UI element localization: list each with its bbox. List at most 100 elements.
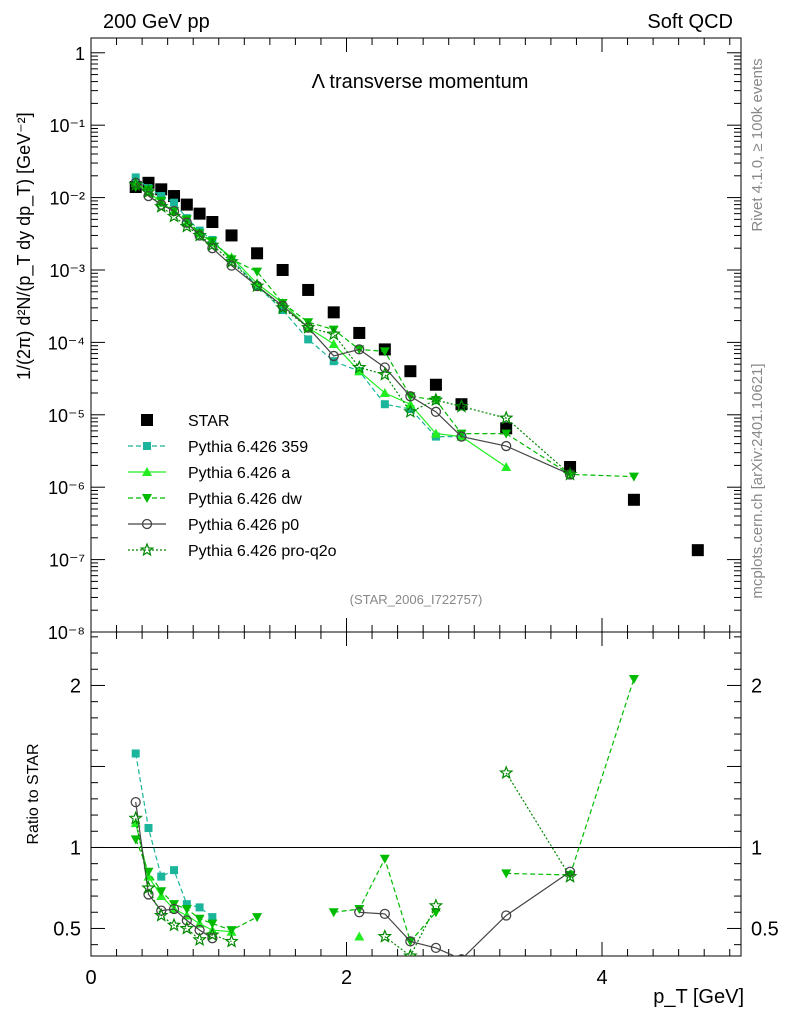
series-5-point — [224, 254, 239, 268]
y-tick-label: 10⁻⁴ — [48, 333, 85, 353]
series-4-point — [501, 440, 512, 452]
series-0-point — [193, 207, 206, 220]
ratio-series-3-point — [354, 905, 365, 915]
ratio-series-4-point — [501, 910, 512, 921]
series-3-point — [456, 429, 467, 439]
ratio-tick-label-right: 0.5 — [751, 918, 779, 940]
series-5-point — [128, 177, 143, 192]
series-5-point — [154, 198, 169, 213]
y-tick-label: 10⁻⁵ — [48, 406, 85, 426]
ratio-series-4-point — [457, 954, 466, 956]
series-0-point — [353, 326, 366, 339]
series-0-point — [251, 247, 264, 260]
ratio-series-4-point — [181, 915, 192, 926]
series-3-line — [135, 186, 634, 478]
series-5-line — [135, 184, 571, 475]
series-4-point — [168, 205, 180, 217]
series-5-point — [300, 319, 316, 334]
ratio-series-4-point — [405, 936, 416, 947]
series-2-point — [405, 399, 416, 409]
ratio-series-3-point — [194, 914, 205, 924]
ratio-series-4-point — [168, 903, 180, 915]
series-0-point — [627, 493, 640, 506]
ratio-tick-label-right: 2 — [751, 675, 762, 697]
ratio-tick-label: 1 — [70, 837, 81, 859]
source-label: mcplots.cern.ch [arXiv:2401.10621] — [749, 363, 766, 598]
x-tick-label: 4 — [596, 967, 607, 989]
legend-label: Pythia 6.426 p0 — [188, 517, 299, 534]
ratio-series-4-point — [130, 796, 141, 808]
ratio-series-5-point — [205, 927, 220, 942]
ratio-series-1-point — [182, 900, 191, 909]
x-tick-label: 2 — [341, 967, 352, 989]
ratio-y-axis-label: Ratio to STAR — [25, 743, 42, 844]
ratio-marks-group — [128, 674, 639, 956]
ratio-series-4-line — [359, 871, 571, 956]
ratio-tick-label-right: 1 — [751, 837, 762, 859]
ratio-series-5-point — [128, 810, 143, 825]
ratio-series-5-point — [403, 948, 418, 956]
series-3-point — [628, 472, 639, 482]
ratio-series-2-point — [130, 818, 141, 828]
series-5-point — [352, 359, 367, 374]
x-tick-label: 0 — [85, 967, 96, 989]
legend: STAR Pythia 6.426 359 Pythia 6.426 a Pythia… — [128, 413, 337, 560]
series-1-point — [157, 192, 166, 201]
chart-title: Λ transverse momentum — [312, 71, 529, 93]
series-0-point — [327, 306, 340, 319]
ratio-series-3-point — [207, 919, 218, 929]
ratio-series-3-point — [143, 867, 154, 877]
series-5-point — [179, 218, 195, 233]
ratio-series-1-point — [208, 913, 217, 922]
ratio-series-1-point — [144, 824, 153, 833]
ratio-series-4-line — [135, 802, 213, 939]
series-1-point — [380, 400, 389, 409]
y-tick-label: 10⁻⁷ — [49, 551, 85, 571]
ratio-series-5-point — [498, 765, 514, 780]
ratio-series-5-line — [505, 772, 571, 877]
ratio-series-3-point — [156, 887, 167, 897]
series-5-point — [192, 227, 207, 242]
series-5-point — [454, 398, 469, 413]
ratio-series-4-point — [207, 933, 218, 944]
ratio-series-3-point — [181, 905, 192, 915]
series-1-point — [170, 198, 179, 207]
ratio-series-5-point — [377, 928, 393, 943]
ratio-series-5-point — [141, 880, 156, 895]
ratio-series-5-point — [428, 898, 444, 912]
legend-marker — [142, 494, 152, 503]
ratio-series-5-line — [384, 905, 437, 956]
series-0-point — [429, 378, 442, 391]
y-tick-label: 10⁻⁸ — [48, 623, 85, 643]
series-3-point — [143, 185, 154, 195]
series-4-point — [354, 344, 365, 355]
series-5-point — [166, 208, 182, 223]
ratio-series-1-point — [131, 749, 140, 758]
series-3-point — [277, 298, 288, 308]
ratio-series-2-point — [181, 910, 192, 920]
series-5-point — [498, 410, 514, 425]
ratio-series-5-point — [166, 917, 182, 932]
header-left: 200 GeV pp — [103, 11, 210, 33]
ratio-panel-frame — [90, 631, 742, 957]
ratio-series-3-point — [252, 913, 263, 923]
series-4-point — [328, 350, 339, 362]
series-0-point — [404, 365, 417, 378]
series-4-point — [207, 243, 218, 254]
series-0-point — [276, 263, 289, 276]
y-tick-label: 1 — [75, 44, 85, 64]
ratio-series-1-point — [195, 903, 204, 912]
y-tick-label: 10⁻⁶ — [48, 478, 85, 498]
legend-marker — [141, 518, 153, 530]
series-0-point — [180, 198, 193, 211]
series-3-point — [207, 237, 218, 247]
series-3-point — [252, 267, 263, 277]
rivet-version-label: Rivet 4.1.0, ≥ 100k events — [749, 58, 766, 231]
series-5-point — [141, 184, 156, 199]
legend-label: Pythia 6.426 dw — [188, 491, 302, 508]
ratio-series-3-point — [328, 908, 339, 918]
series-5-point — [562, 466, 578, 481]
ratio-series-5-point — [224, 933, 239, 948]
series-2-point — [501, 462, 512, 472]
ratio-series-2-point — [354, 931, 365, 941]
